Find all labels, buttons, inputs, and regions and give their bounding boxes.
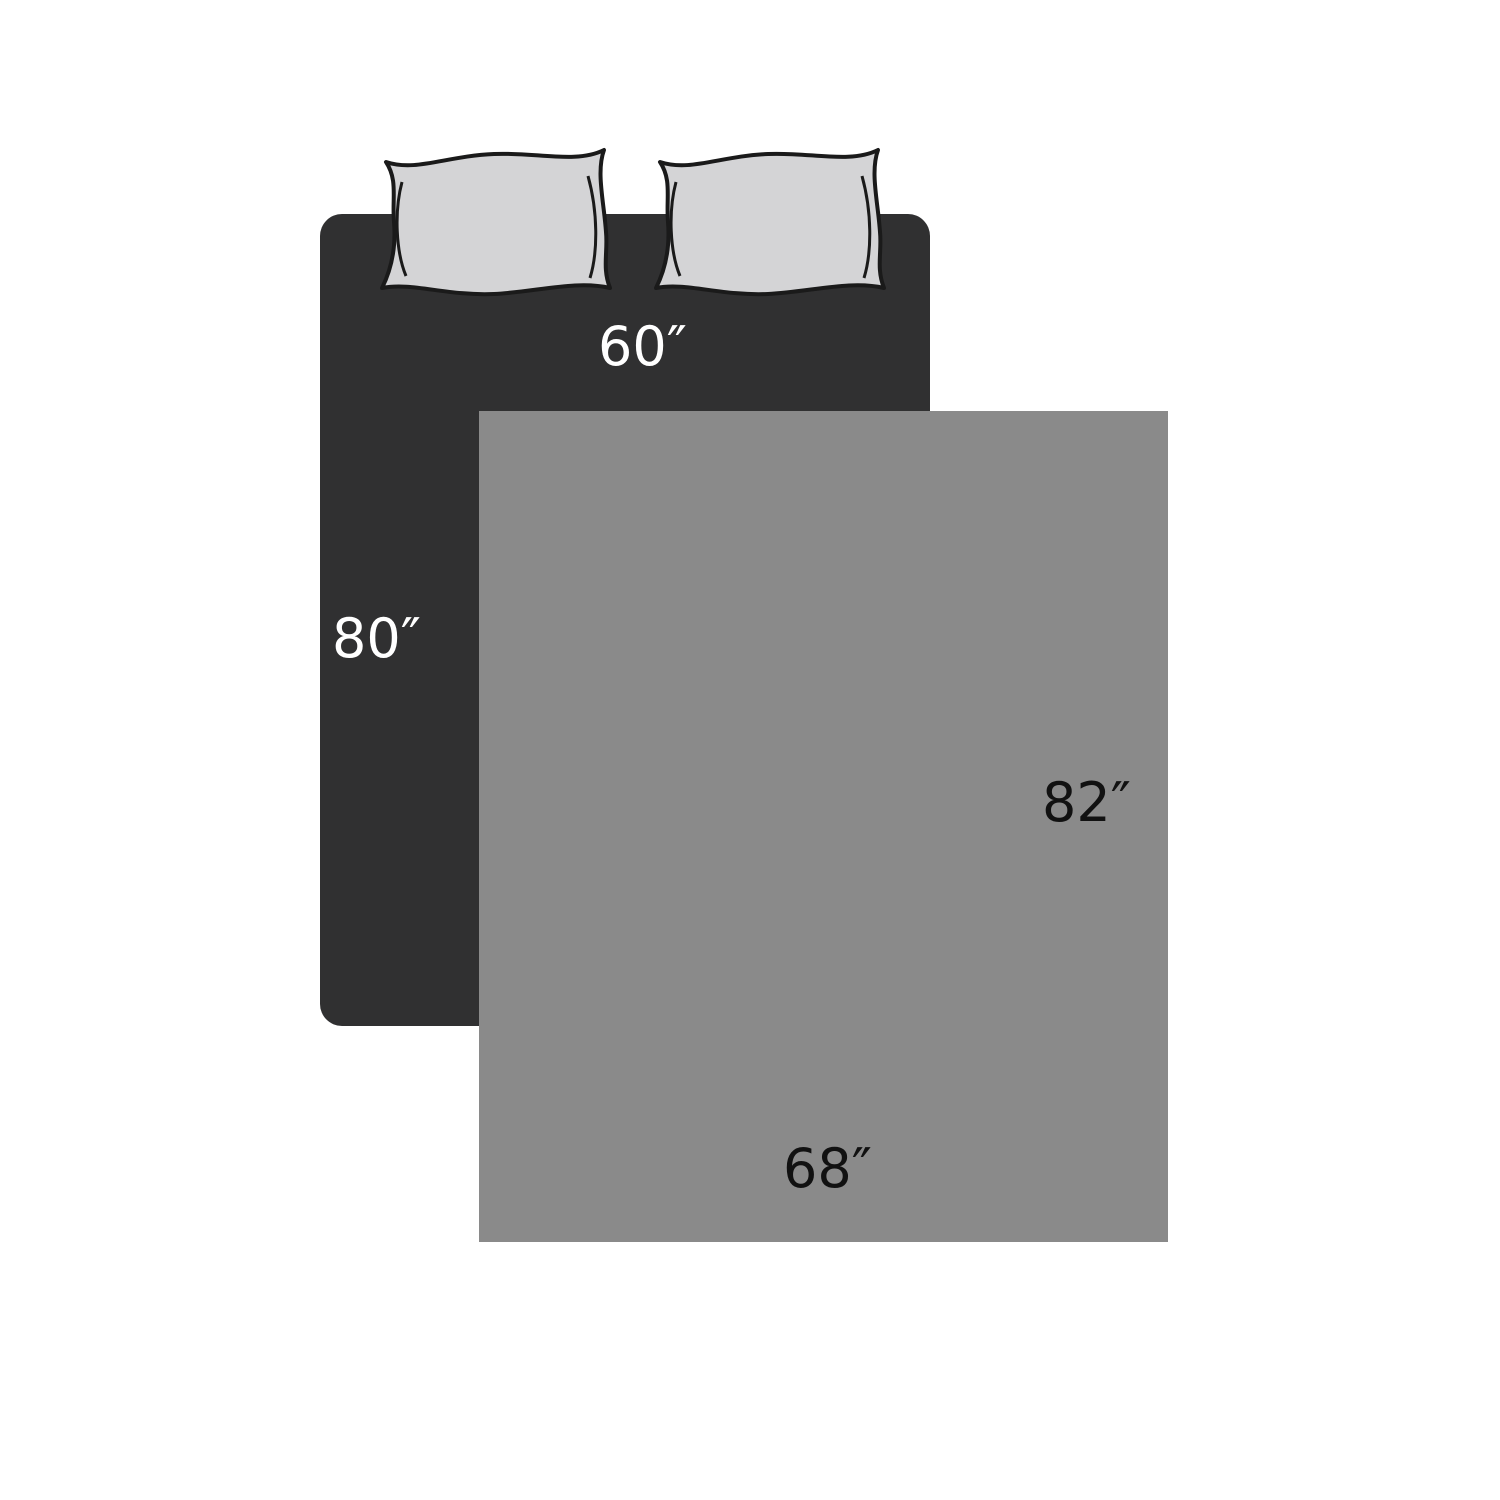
pillow-seam — [860, 175, 872, 279]
blanket-width-label: 68″ — [783, 1137, 872, 1200]
pillow-icon — [380, 148, 612, 297]
bed-length-label: 80″ — [332, 607, 421, 670]
blanket — [479, 411, 1168, 1242]
pillow-shape — [654, 148, 886, 297]
pillow-shape — [380, 148, 612, 297]
blanket-length-label: 82″ — [1042, 771, 1131, 834]
pillow-seam — [395, 181, 408, 277]
pillow-seam — [586, 175, 598, 279]
bed-width-label: 60″ — [598, 315, 687, 378]
pillow-icon — [654, 148, 886, 297]
pillow-seam — [669, 181, 682, 277]
